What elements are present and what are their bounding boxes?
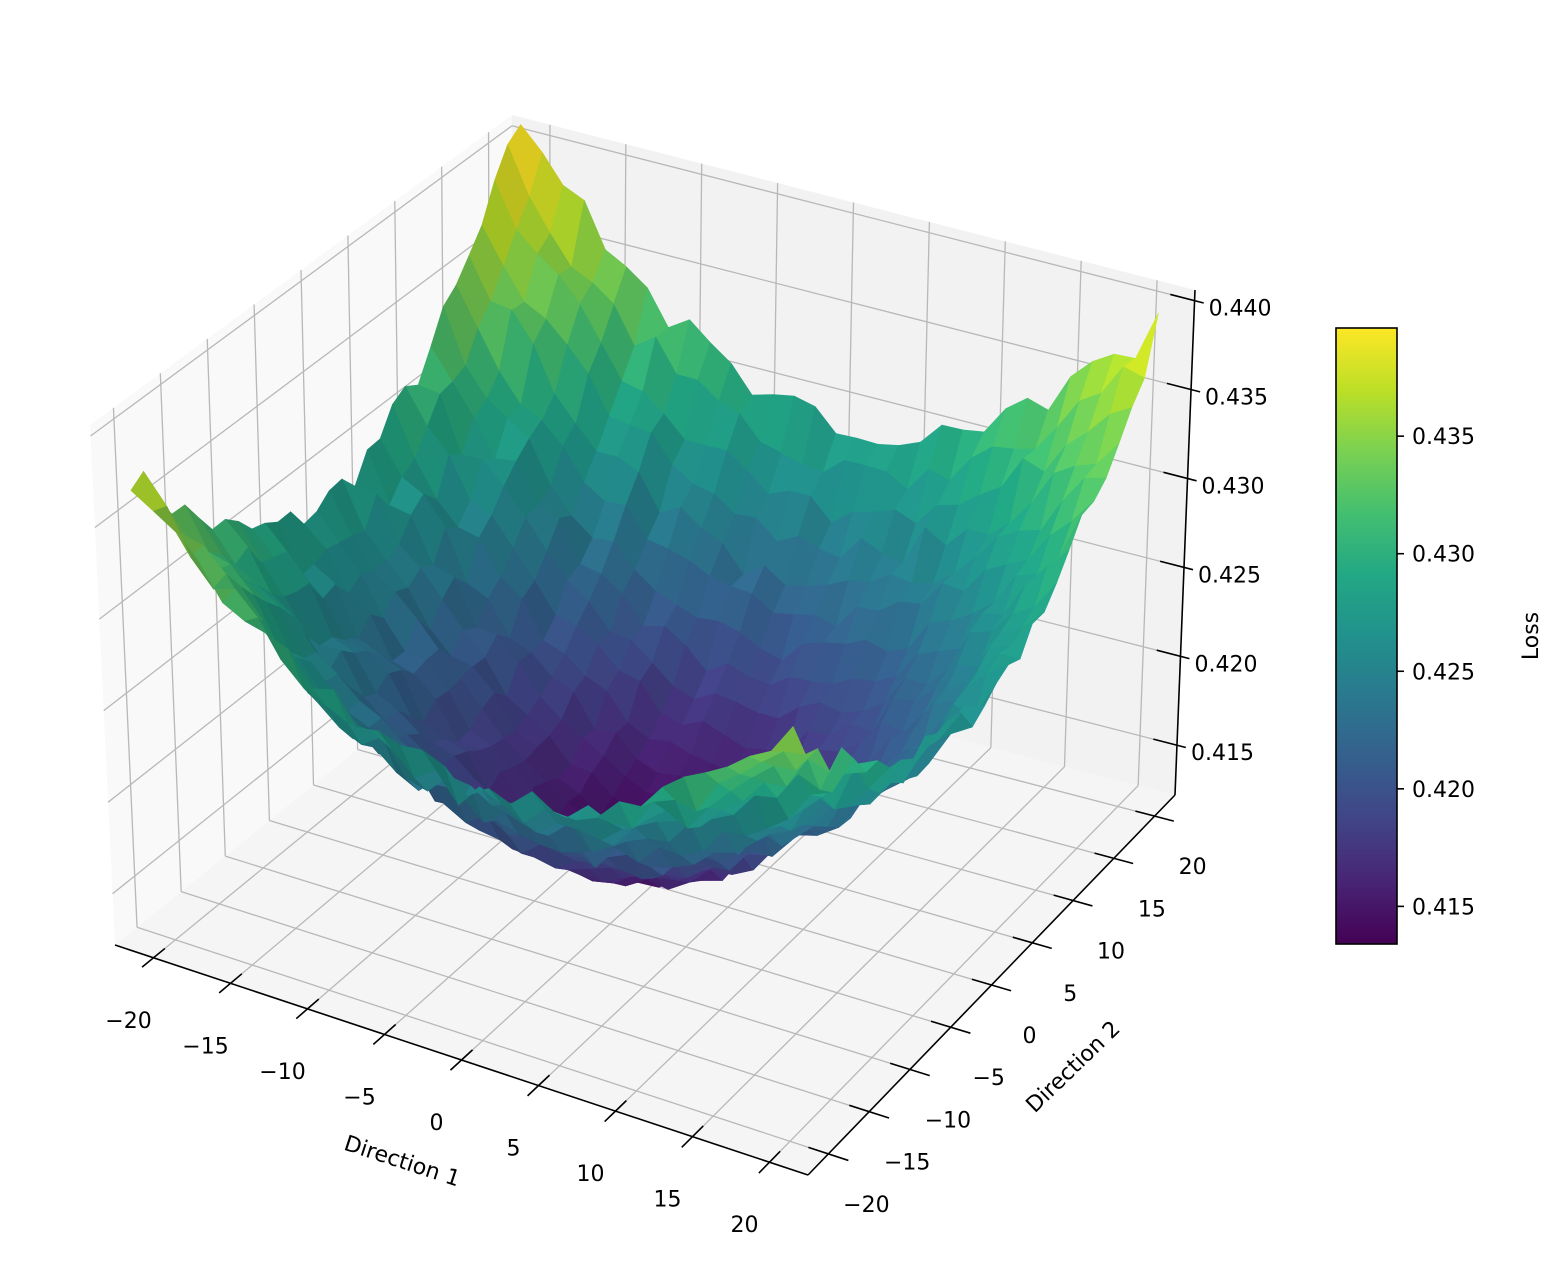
x-tick xyxy=(604,1100,627,1123)
wall-gridline-z xyxy=(511,214,1192,391)
axes-lines xyxy=(114,289,1204,1176)
z-tick-label: 0.415 xyxy=(1191,741,1254,766)
x-tick-label: 0 xyxy=(430,1111,444,1136)
z-tick-label: 0.435 xyxy=(1205,386,1268,411)
z-tick-label: 0.425 xyxy=(1198,563,1261,588)
colorbar-tick-label: 0.415 xyxy=(1412,895,1475,920)
floor-gridline-y xyxy=(136,926,829,1155)
y-tick xyxy=(1053,894,1093,907)
x-tick xyxy=(372,1023,397,1045)
x-tick-label: −5 xyxy=(343,1085,375,1110)
y-tick-label: −5 xyxy=(973,1066,1005,1091)
z-tick xyxy=(1166,382,1201,393)
x-axis-label: Direction 1 xyxy=(341,1131,463,1192)
y-tick xyxy=(930,1020,971,1034)
surface-facet xyxy=(771,726,806,755)
colorbar-tick-label: 0.435 xyxy=(1412,425,1475,450)
colorbar-tick-label: 0.420 xyxy=(1412,778,1475,803)
z-tick xyxy=(1156,649,1190,660)
wall-gridline-y xyxy=(112,407,138,928)
z-tick-label: 0.430 xyxy=(1202,474,1265,499)
wall-gridline-y xyxy=(159,373,182,892)
x-tick-label: 20 xyxy=(731,1213,759,1238)
y-tick-label: 10 xyxy=(1097,940,1125,965)
wall-gridline-z xyxy=(94,215,513,529)
y-tick xyxy=(849,1104,890,1119)
y-tick xyxy=(1135,810,1175,822)
z-tick xyxy=(1170,293,1204,304)
floor-gridline-y xyxy=(269,819,951,1028)
y-tick xyxy=(1094,852,1134,865)
z-tick xyxy=(1153,738,1187,749)
y-tick-label: 15 xyxy=(1138,897,1166,922)
y-tick xyxy=(808,1146,849,1162)
z-axis-line xyxy=(1174,289,1196,796)
wall-gridline-z xyxy=(511,125,1195,302)
x-tick xyxy=(681,1125,704,1148)
colorbar-label: Loss xyxy=(1519,612,1544,660)
x-tick-label: 15 xyxy=(654,1188,682,1213)
wall-gridline-x xyxy=(1137,280,1158,786)
surface-facet xyxy=(153,505,191,558)
y-tick-label: 20 xyxy=(1179,855,1207,880)
x-tick-label: −20 xyxy=(105,1009,151,1034)
x-tick-label: 5 xyxy=(507,1137,521,1162)
y-tick-label: 5 xyxy=(1063,982,1077,1007)
y-tick-label: −10 xyxy=(925,1108,971,1133)
z-tick-label: 0.420 xyxy=(1194,652,1257,677)
x-tick xyxy=(141,947,166,968)
z-tick-label: 0.440 xyxy=(1209,297,1272,322)
loss-surface xyxy=(130,124,1159,890)
y-tick xyxy=(889,1062,930,1077)
x-tick xyxy=(449,1049,474,1071)
x-tick-label: −15 xyxy=(182,1034,228,1059)
y-tick-label: 0 xyxy=(1023,1024,1037,1049)
z-tick xyxy=(1163,471,1197,482)
y-axis-label: Direction 2 xyxy=(1022,1017,1126,1119)
y-tick-label: −20 xyxy=(843,1193,889,1218)
x-tick-label: 10 xyxy=(577,1162,605,1187)
x-tick xyxy=(758,1150,781,1174)
colorbar-tick-label: 0.430 xyxy=(1412,543,1475,568)
wall-gridline-z xyxy=(90,125,513,437)
floor-gridline-y xyxy=(180,891,870,1113)
floor-gridline-y xyxy=(225,855,911,1071)
colorbar-tick-label: 0.425 xyxy=(1412,660,1475,685)
y-tick xyxy=(971,978,1012,992)
y-tick-label: −15 xyxy=(884,1151,930,1176)
colorbar: 0.415 0.420 0.425 0.430 0.435 Loss xyxy=(1335,327,1544,945)
x-tick-label: −10 xyxy=(259,1060,305,1085)
tick-labels: −20−15−10−505101520−20−15−10−5051015200.… xyxy=(105,297,1271,1239)
z-tick xyxy=(1159,560,1194,571)
wall-gridline-y xyxy=(206,338,226,857)
x-tick xyxy=(295,998,320,1020)
x-tick xyxy=(218,973,243,994)
y-tick xyxy=(1012,936,1052,950)
x-tick xyxy=(527,1074,550,1097)
colorbar-gradient xyxy=(1335,327,1398,945)
